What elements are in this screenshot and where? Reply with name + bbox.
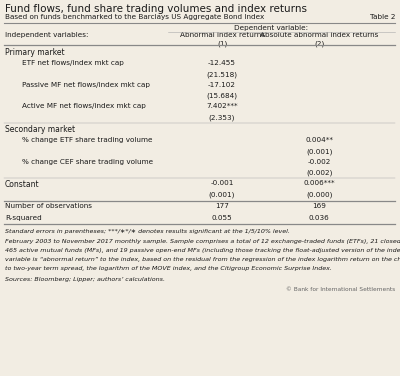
Text: -0.002: -0.002 <box>308 159 331 165</box>
Text: 0.004**: 0.004** <box>305 137 333 143</box>
Text: Table 2: Table 2 <box>370 14 395 20</box>
Text: Number of observations: Number of observations <box>5 203 92 209</box>
Text: © Bank for International Settlements: © Bank for International Settlements <box>286 287 395 292</box>
Text: Passive MF net flows/index mkt cap: Passive MF net flows/index mkt cap <box>22 82 150 88</box>
Text: -17.102: -17.102 <box>208 82 236 88</box>
Text: (2.353): (2.353) <box>209 115 235 121</box>
Text: (0.001): (0.001) <box>209 192 235 198</box>
Text: 169: 169 <box>312 203 326 209</box>
Text: Independent variables:: Independent variables: <box>5 32 88 38</box>
Text: variable is “abnormal return” to the index, based on the residual from the regre: variable is “abnormal return” to the ind… <box>5 257 400 262</box>
Text: 0.055: 0.055 <box>212 215 232 221</box>
Text: Absolute abnormal index returns: Absolute abnormal index returns <box>260 32 378 38</box>
Text: Standard errors in parentheses; ***/∗*/∗ denotes results significant at the 1/5/: Standard errors in parentheses; ***/∗*/∗… <box>5 229 290 233</box>
Text: 0.036: 0.036 <box>309 215 330 221</box>
Text: (0.001): (0.001) <box>306 148 332 155</box>
Text: Abnormal index returns: Abnormal index returns <box>180 32 264 38</box>
Text: R-squared: R-squared <box>5 215 42 221</box>
Text: Active MF net flows/index mkt cap: Active MF net flows/index mkt cap <box>22 103 146 109</box>
Text: -0.001: -0.001 <box>210 180 234 186</box>
Text: (0.000): (0.000) <box>306 192 332 198</box>
Text: Secondary market: Secondary market <box>5 125 75 134</box>
Text: % change CEF share trading volume: % change CEF share trading volume <box>22 159 153 165</box>
Text: (15.684): (15.684) <box>206 93 238 99</box>
Text: (2): (2) <box>314 40 324 47</box>
Text: (21.518): (21.518) <box>206 71 238 77</box>
Text: ETF net flows/index mkt cap: ETF net flows/index mkt cap <box>22 60 124 66</box>
Text: 0.006***: 0.006*** <box>303 180 335 186</box>
Text: -12.455: -12.455 <box>208 60 236 66</box>
Text: Sources: Bloomberg; Lipper; authors’ calculations.: Sources: Bloomberg; Lipper; authors’ cal… <box>5 277 165 282</box>
Text: (0.002): (0.002) <box>306 170 332 176</box>
Text: Based on funds benchmarked to the Barclays US Aggregate Bond Index: Based on funds benchmarked to the Barcla… <box>5 14 264 20</box>
Text: (1): (1) <box>217 40 227 47</box>
Text: Primary market: Primary market <box>5 48 64 57</box>
Text: 7.402***: 7.402*** <box>206 103 238 109</box>
Text: % change ETF share trading volume: % change ETF share trading volume <box>22 137 152 143</box>
Text: 465 active mutual funds (MFs), and 19 passive open-end MFs (including those trac: 465 active mutual funds (MFs), and 19 pa… <box>5 248 400 253</box>
Text: Fund flows, fund share trading volumes and index returns: Fund flows, fund share trading volumes a… <box>5 4 307 14</box>
Text: 177: 177 <box>215 203 229 209</box>
Text: February 2003 to November 2017 monthly sample. Sample comprises a total of 12 ex: February 2003 to November 2017 monthly s… <box>5 239 400 244</box>
Text: to two-year term spread, the logarithm of the MOVE index, and the Citigroup Econ: to two-year term spread, the logarithm o… <box>5 266 332 271</box>
Text: Constant: Constant <box>5 180 40 190</box>
Text: Dependent variable:: Dependent variable: <box>234 25 308 31</box>
